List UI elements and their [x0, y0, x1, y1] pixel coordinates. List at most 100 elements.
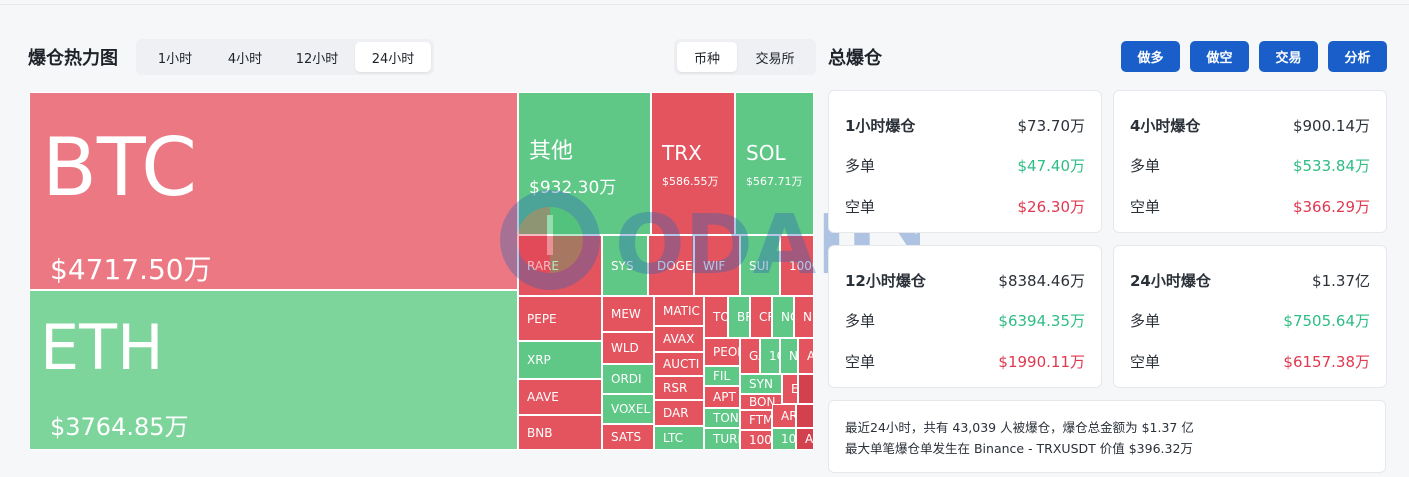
- cell-coin[interactable]: SYN: [740, 374, 782, 394]
- heatmap-title: 爆仓热力图: [28, 48, 118, 69]
- cell-coin[interactable]: SUI: [740, 235, 780, 296]
- long-value: $47.40万: [1017, 157, 1086, 175]
- cell-coin[interactable]: FIL: [704, 366, 740, 386]
- tab-24h[interactable]: 24小时: [355, 42, 431, 72]
- cell-coin[interactable]: A: [798, 338, 814, 374]
- long-button[interactable]: 做多: [1121, 41, 1180, 72]
- cell-coin[interactable]: ORDI: [602, 364, 654, 394]
- stat-panel-24h: 24小时爆仓 $1.37亿 多单 $7505.64万 空单 $6157.38万: [1113, 245, 1387, 388]
- long-label: 多单: [1130, 157, 1161, 175]
- top-divider: [0, 4, 1409, 5]
- cell-coin[interactable]: PEOP: [704, 338, 740, 366]
- cell-coin[interactable]: MATIC: [654, 296, 704, 326]
- stat-label: 12小时爆仓: [845, 272, 926, 290]
- cell-coin[interactable]: 1000: [780, 235, 814, 296]
- cell-coin[interactable]: FTM: [740, 410, 772, 430]
- cell-coin[interactable]: 10: [772, 428, 796, 450]
- cell-coin[interactable]: TO: [704, 296, 728, 338]
- short-label: 空单: [1130, 353, 1161, 371]
- cell-coin[interactable]: AL: [796, 428, 814, 450]
- cell-coin[interactable]: BON: [740, 394, 782, 410]
- cell-coin[interactable]: TURE: [704, 428, 740, 450]
- cell-coin[interactable]: AVAX: [654, 326, 704, 352]
- cell-eth[interactable]: ETH $3764.85万: [29, 290, 518, 450]
- stat-total: $900.14万: [1292, 117, 1370, 135]
- cell-btc[interactable]: BTC $4717.50万: [29, 92, 518, 290]
- cell-btc-value: $4717.50万: [50, 253, 212, 286]
- cell-coin[interactable]: NO: [772, 296, 794, 338]
- short-label: 空单: [845, 198, 876, 216]
- cell-other[interactable]: 其他 $932.30万: [518, 92, 651, 235]
- cell-coin[interactable]: CR: [750, 296, 772, 338]
- cell-other-value: $932.30万: [529, 178, 617, 198]
- cell-coin[interactable]: E: [782, 374, 798, 404]
- group-by-tabs: 币种 交易所: [674, 39, 816, 75]
- liquidation-treemap: BTC $4717.50万 ETH $3764.85万 其他 $932.30万 …: [29, 92, 814, 450]
- cell-coin[interactable]: APT: [704, 386, 740, 408]
- cell-sol-name: SOL: [746, 141, 786, 165]
- tab-1h[interactable]: 1小时: [157, 51, 193, 67]
- cell-sol-value: $567.71万: [746, 175, 803, 188]
- cell-coin[interactable]: GA: [740, 338, 760, 374]
- cell-coin[interactable]: VOXEL: [602, 394, 654, 424]
- short-value: $6157.38万: [1283, 353, 1370, 371]
- cell-coin[interactable]: MEW: [602, 296, 654, 332]
- cell-coin[interactable]: BNB: [518, 415, 602, 450]
- tab-12h[interactable]: 12小时: [295, 51, 339, 67]
- cell-coin[interactable]: XRP: [518, 341, 602, 379]
- cell-coin[interactable]: RARE: [518, 235, 602, 296]
- tab-4h[interactable]: 4小时: [227, 51, 263, 67]
- short-value: $366.29万: [1292, 198, 1370, 216]
- cell-coin[interactable]: AR: [772, 404, 796, 428]
- short-label: 空单: [1130, 198, 1161, 216]
- stat-total: $73.70万: [1017, 117, 1086, 135]
- liquidation-summary: 最近24小时，共有 43,039 人被爆仓，爆仓总金额为 $1.37 亿 最大单…: [828, 400, 1386, 473]
- cell-coin[interactable]: TON: [704, 408, 740, 428]
- cell-coin[interactable]: LTC: [654, 426, 704, 450]
- stat-panel-4h: 4小时爆仓 $900.14万 多单 $533.84万 空单 $366.29万: [1113, 90, 1387, 233]
- stat-panel-12h: 12小时爆仓 $8384.46万 多单 $6394.35万 空单 $1990.11万: [828, 245, 1102, 388]
- cell-eth-name: ETH: [40, 311, 164, 384]
- cell-trx-name: TRX: [662, 141, 702, 165]
- stat-label: 4小时爆仓: [1130, 117, 1201, 135]
- long-label: 多单: [845, 157, 876, 175]
- tab-exchange[interactable]: 交易所: [755, 51, 795, 67]
- cell-coin[interactable]: NE: [794, 296, 814, 338]
- cell-coin[interactable]: RSR: [654, 376, 704, 400]
- cell-coin[interactable]: BR: [728, 296, 750, 338]
- cell-coin[interactable]: AUCTI: [654, 352, 704, 376]
- cell-coin[interactable]: DAR: [654, 400, 704, 426]
- cell-coin: [798, 374, 814, 404]
- cell-eth-value: $3764.85万: [50, 413, 189, 441]
- tab-coin[interactable]: 币种: [677, 42, 737, 72]
- action-buttons: 做多 做空 交易 分析: [1121, 41, 1387, 72]
- cell-coin[interactable]: SYS: [602, 235, 648, 296]
- cell-coin[interactable]: 1000: [740, 430, 772, 450]
- stat-label: 24小时爆仓: [1130, 272, 1211, 290]
- long-value: $533.84万: [1292, 157, 1370, 175]
- time-range-tabs: 1小时 4小时 12小时 24小时: [136, 39, 434, 75]
- cell-coin[interactable]: 1C: [760, 338, 780, 374]
- cell-coin[interactable]: WIF: [694, 235, 740, 296]
- cell-coin[interactable]: PEPE: [518, 296, 602, 341]
- cell-coin[interactable]: AAVE: [518, 379, 602, 415]
- cell-coin[interactable]: DOGE: [648, 235, 694, 296]
- analysis-button[interactable]: 分析: [1328, 41, 1387, 72]
- cell-coin[interactable]: N: [780, 338, 798, 374]
- short-label: 空单: [845, 353, 876, 371]
- trade-button[interactable]: 交易: [1259, 41, 1318, 72]
- cell-btc-name: BTC: [42, 121, 197, 214]
- stat-panel-1h: 1小时爆仓 $73.70万 多单 $47.40万 空单 $26.30万: [828, 90, 1102, 233]
- short-button[interactable]: 做空: [1190, 41, 1249, 72]
- stat-total: $8384.46万: [998, 272, 1085, 290]
- short-value: $1990.11万: [998, 353, 1085, 371]
- cell-coin[interactable]: SATS: [602, 424, 654, 450]
- cell-trx[interactable]: TRX $586.55万: [651, 92, 735, 235]
- summary-line-1: 最近24小时，共有 43,039 人被爆仓，爆仓总金额为 $1.37 亿: [845, 420, 1194, 435]
- long-label: 多单: [1130, 312, 1161, 330]
- stat-label: 1小时爆仓: [845, 117, 916, 135]
- total-liquidation-title: 总爆仓: [828, 48, 882, 69]
- stat-total: $1.37亿: [1312, 272, 1370, 290]
- cell-sol[interactable]: SOL $567.71万: [735, 92, 814, 235]
- cell-coin[interactable]: WLD: [602, 332, 654, 364]
